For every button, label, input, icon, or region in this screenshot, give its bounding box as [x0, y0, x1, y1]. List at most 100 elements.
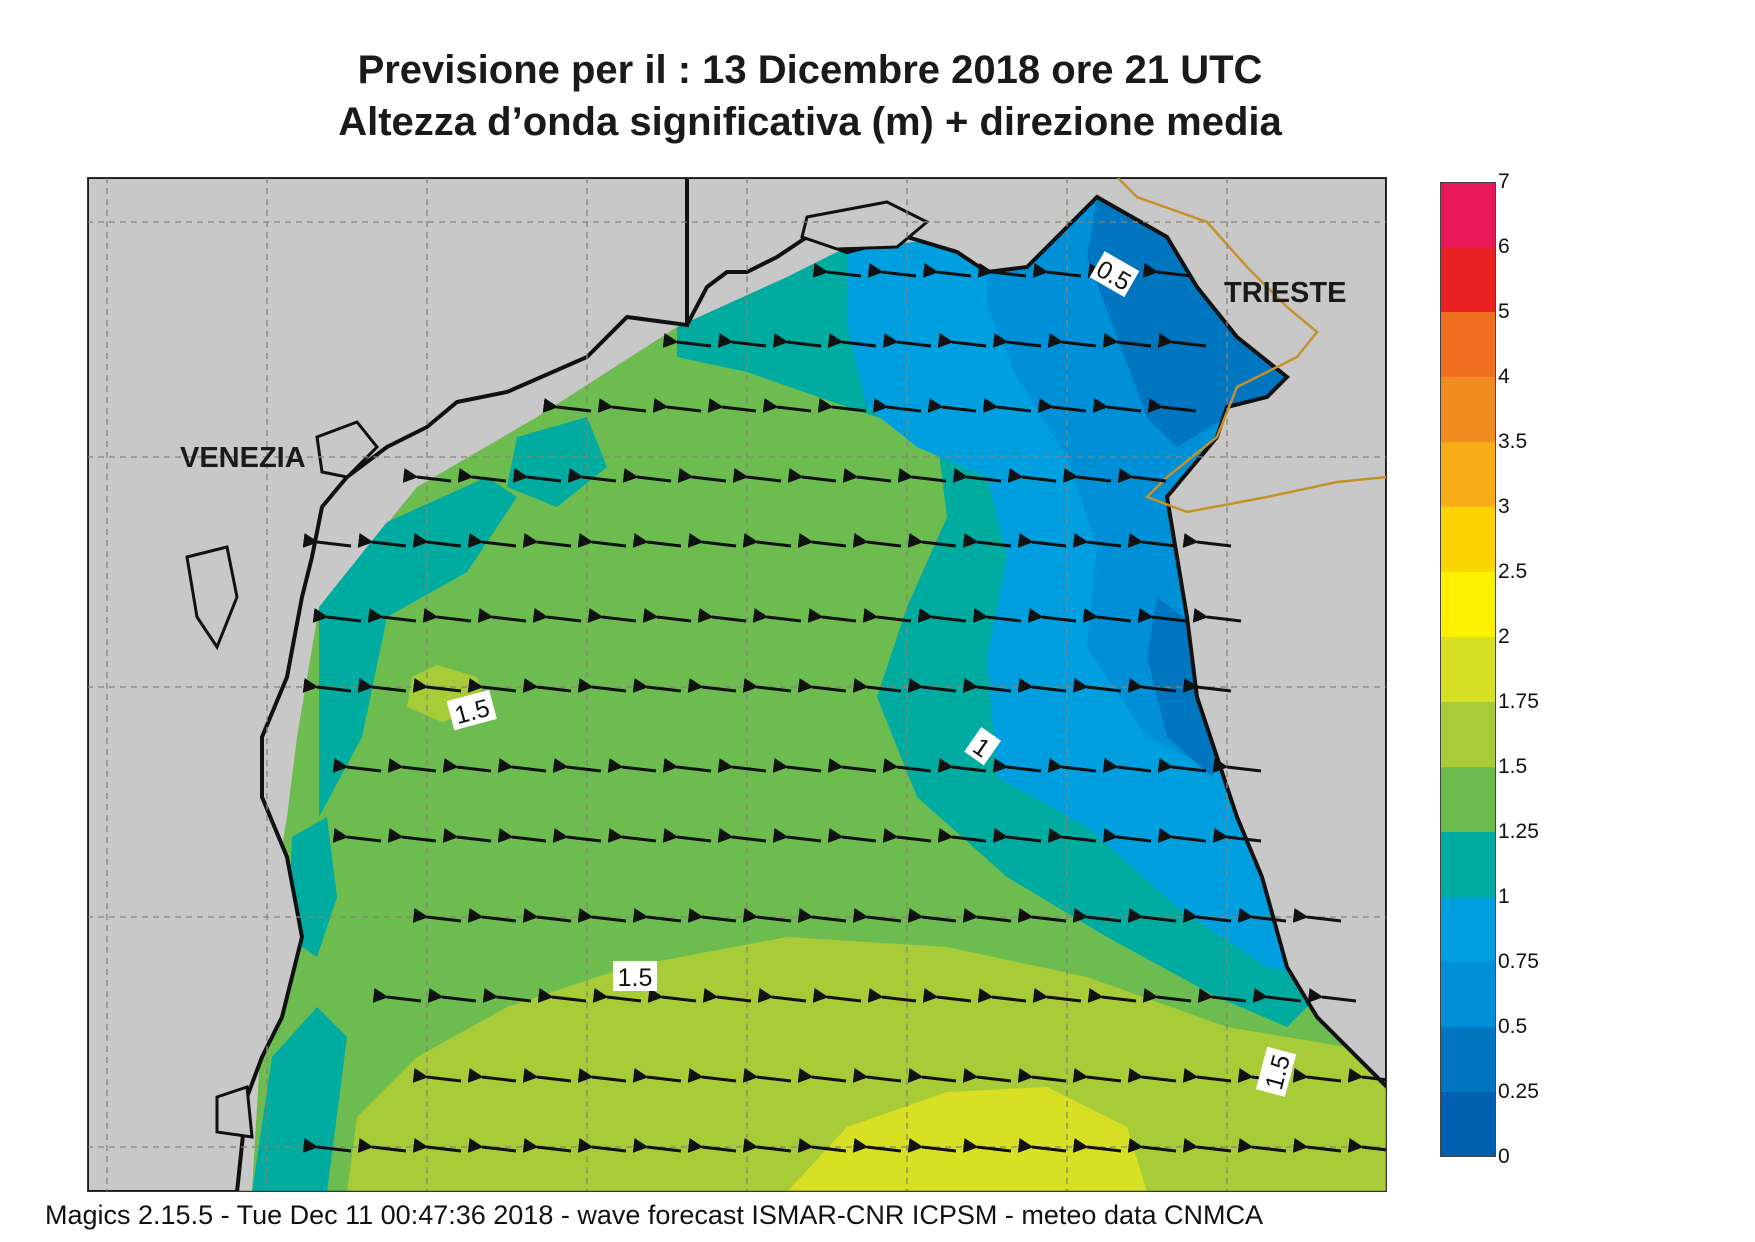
wave-direction-arrow: [872, 397, 922, 413]
wave-direction-arrow: [742, 1067, 792, 1083]
colorbar-swatch: [1440, 442, 1496, 508]
wave-direction-arrow: [357, 532, 407, 548]
wave-direction-arrow: [687, 907, 737, 923]
wave-direction-arrow: [1037, 397, 1087, 413]
wave-direction-arrow: [467, 1067, 517, 1083]
wave-direction-arrow: [387, 827, 437, 843]
wave-direction-arrow: [1347, 1067, 1387, 1083]
colorbar-tick-label: 0: [1498, 1145, 1510, 1168]
colorbar-swatch: [1440, 377, 1496, 443]
wave-direction-arrow: [1157, 827, 1207, 843]
wave-direction-arrow: [922, 262, 972, 278]
wave-direction-arrow: [852, 677, 902, 693]
wave-direction-arrow: [772, 332, 822, 348]
wave-direction-arrow: [757, 987, 807, 1003]
colorbar-swatch: [1440, 572, 1496, 638]
wave-direction-arrow: [1102, 757, 1152, 773]
wave-direction-arrow: [1117, 467, 1167, 483]
wave-direction-arrow: [632, 1137, 682, 1153]
wave-direction-arrow: [977, 262, 1027, 278]
wave-direction-arrow: [442, 757, 492, 773]
wave-direction-arrow: [1127, 532, 1177, 548]
wave-direction-arrow: [1062, 467, 1112, 483]
wave-direction-arrow: [497, 757, 547, 773]
wave-direction-arrow: [332, 757, 382, 773]
wave-direction-arrow: [827, 332, 877, 348]
wave-direction-arrow: [567, 467, 617, 483]
wave-direction-arrow: [1182, 677, 1232, 693]
wave-direction-arrow: [677, 467, 727, 483]
wave-direction-arrow: [577, 1137, 627, 1153]
wave-direction-arrow: [917, 607, 967, 623]
wave-direction-arrow: [1182, 1067, 1232, 1083]
wave-direction-arrow: [577, 907, 627, 923]
wave-direction-arrow: [937, 757, 987, 773]
colorbar-swatch: [1440, 507, 1496, 573]
contour-label: 1.5: [1255, 1046, 1297, 1097]
wave-direction-arrow: [907, 677, 957, 693]
wave-direction-arrow: [867, 987, 917, 1003]
colorbar-swatch: [1440, 247, 1496, 313]
wave-direction-arrow: [1142, 987, 1192, 1003]
coastal-patch: [507, 417, 607, 507]
wave-direction-arrow: [687, 1067, 737, 1083]
lagoon-island: [315, 420, 380, 479]
wave-direction-arrow: [412, 677, 462, 693]
wave-direction-arrow: [772, 827, 822, 843]
wave-direction-arrow: [1017, 1137, 1067, 1153]
wave-direction-arrow: [522, 907, 572, 923]
colorbar-swatch: [1440, 767, 1496, 833]
wave-direction-arrow: [882, 827, 932, 843]
wave-direction-arrow: [457, 467, 507, 483]
wave-direction-arrow: [992, 827, 1042, 843]
wave-direction-arrow: [1182, 907, 1232, 923]
wave-direction-arrow: [897, 467, 947, 483]
wave-direction-arrow: [812, 987, 862, 1003]
colorbar-tick-label: 6: [1498, 235, 1510, 258]
wave-direction-arrow: [772, 757, 822, 773]
wave-direction-arrow: [482, 987, 532, 1003]
wave-direction-arrow: [817, 397, 867, 413]
wave-direction-arrow: [1127, 677, 1177, 693]
wave-direction-arrow: [762, 397, 812, 413]
colorbar-swatch: [1440, 182, 1496, 248]
wave-direction-arrow: [1292, 1067, 1342, 1083]
wave-direction-arrow: [992, 757, 1042, 773]
wave-direction-arrow: [652, 397, 702, 413]
wave-direction-arrow: [522, 532, 572, 548]
wave-direction-arrow: [907, 1137, 957, 1153]
wave-direction-arrow: [1157, 757, 1207, 773]
wave-direction-arrow: [1072, 532, 1122, 548]
wave-direction-arrow: [552, 757, 602, 773]
wave-direction-arrow: [357, 1137, 407, 1153]
wave-direction-arrow: [1197, 987, 1247, 1003]
wave-direction-arrow: [697, 607, 747, 623]
map-title: Previsione per il : 13 Dicembre 2018 ore…: [357, 48, 1263, 92]
wave-direction-arrow: [537, 987, 587, 1003]
colorbar-tick-label: 0.25: [1498, 1080, 1539, 1103]
wave-direction-arrow: [882, 757, 932, 773]
wave-direction-arrow: [852, 532, 902, 548]
wave-direction-arrow: [742, 1137, 792, 1153]
colorbar-swatch: [1440, 962, 1496, 1028]
wave-direction-arrow: [532, 607, 582, 623]
venice-lagoon-land: [87, 177, 689, 1192]
wave-direction-arrow: [962, 1067, 1012, 1083]
lagoon-island: [800, 200, 930, 251]
wave-direction-arrow: [607, 827, 657, 843]
wave-direction-arrow: [1147, 397, 1197, 413]
wave-direction-arrow: [302, 1137, 352, 1153]
wave-direction-arrow: [1072, 677, 1122, 693]
colorbar-swatch: [1440, 637, 1496, 703]
wave-direction-arrow: [992, 332, 1042, 348]
wave-direction-arrow: [922, 987, 972, 1003]
wave-direction-arrow: [1032, 987, 1082, 1003]
wave-direction-arrow: [852, 1067, 902, 1083]
wave-direction-arrow: [1017, 907, 1067, 923]
wave-direction-arrow: [852, 1137, 902, 1153]
wave-direction-arrow: [1252, 987, 1302, 1003]
wave-direction-arrow: [707, 397, 757, 413]
wave-direction-arrow: [687, 677, 737, 693]
wave-direction-arrow: [907, 907, 957, 923]
wave-direction-arrow: [867, 262, 917, 278]
